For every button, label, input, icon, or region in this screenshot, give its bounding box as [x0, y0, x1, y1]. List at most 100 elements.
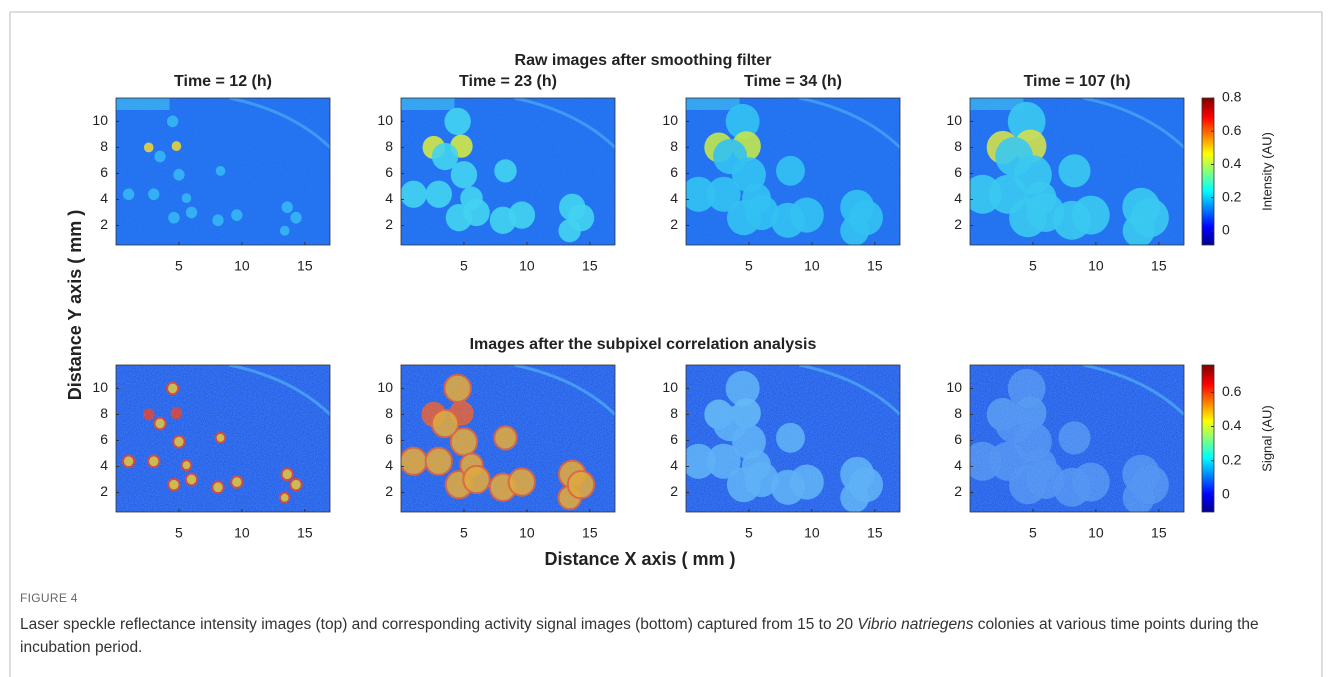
- y-tick-label: 4: [954, 190, 962, 206]
- y-tick-label: 2: [670, 216, 678, 232]
- x-tick-label: 15: [867, 258, 883, 274]
- y-tick-label: 6: [670, 164, 678, 180]
- axes-box: [685, 364, 901, 513]
- speckle-noise: [686, 98, 900, 245]
- x-tick-label: 5: [745, 525, 753, 541]
- y-tick-label: 6: [100, 164, 108, 180]
- speckle-noise: [116, 98, 330, 245]
- y-tick-label: 2: [385, 483, 393, 499]
- colorbar-tick-label: 0.4: [1222, 417, 1242, 433]
- y-tick-label: 8: [954, 138, 962, 154]
- x-tick-label: 5: [175, 258, 183, 274]
- heatmap: [686, 98, 900, 245]
- y-tick-label: 2: [100, 216, 108, 232]
- panel-title: Time = 34 (h): [744, 73, 842, 90]
- y-tick-label: 4: [385, 457, 393, 473]
- y-tick-label: 2: [670, 483, 678, 499]
- y-tick-label: 6: [385, 431, 393, 447]
- x-tick-label: 10: [519, 258, 535, 274]
- speckle-noise: [970, 365, 1184, 512]
- frame: [9, 11, 1323, 677]
- colorbar: [1201, 364, 1215, 513]
- colorbar-tick-label: 0: [1222, 486, 1230, 502]
- y-tick-label: 6: [385, 164, 393, 180]
- x-tick-label: 10: [1088, 258, 1104, 274]
- y-tick-label: 8: [100, 405, 108, 421]
- y-tick-label: 10: [377, 379, 393, 395]
- y-tick-label: 8: [385, 138, 393, 154]
- colorbar-tick-label: 0.8: [1222, 89, 1242, 105]
- x-tick-label: 15: [582, 525, 598, 541]
- caption-text: colonies at various time points during t…: [20, 616, 1259, 656]
- y-tick-label: 2: [954, 483, 962, 499]
- y-axis-label: Distance Y axis ( mm ): [65, 210, 85, 400]
- row-title: Images after the subpixel correlation an…: [470, 336, 817, 353]
- y-tick-label: 10: [662, 112, 678, 128]
- axes-box: [400, 97, 616, 246]
- x-tick-label: 5: [1029, 258, 1037, 274]
- y-tick-label: 2: [385, 216, 393, 232]
- colorbar-tick-label: 0.2: [1222, 451, 1242, 467]
- colorbar: [1201, 97, 1215, 246]
- y-tick-label: 8: [670, 405, 678, 421]
- x-tick-label: 10: [1088, 525, 1104, 541]
- speckle-noise: [970, 98, 1184, 245]
- axes-box: [969, 364, 1185, 513]
- row-title: Raw images after smoothing filter: [515, 52, 772, 69]
- heatmap: [116, 98, 330, 245]
- colorbar-tick-label: 0.2: [1222, 188, 1242, 204]
- x-tick-label: 5: [745, 258, 753, 274]
- speckle-noise: [401, 98, 615, 245]
- y-tick-label: 8: [954, 405, 962, 421]
- y-tick-label: 2: [954, 216, 962, 232]
- x-tick-label: 5: [1029, 525, 1037, 541]
- x-tick-label: 15: [297, 258, 313, 274]
- colorbar-label: Signal (AU): [1259, 405, 1274, 471]
- heatmap: [116, 365, 330, 512]
- heatmap: [686, 365, 900, 512]
- speckle-noise: [686, 365, 900, 512]
- y-tick-label: 6: [670, 431, 678, 447]
- axes-box: [115, 364, 331, 513]
- y-tick-label: 10: [377, 112, 393, 128]
- heatmap: [401, 365, 615, 512]
- y-tick-label: 4: [670, 457, 678, 473]
- y-tick-label: 6: [954, 164, 962, 180]
- caption: Laser speckle reflectance intensity imag…: [20, 613, 1310, 659]
- y-tick-label: 2: [100, 483, 108, 499]
- x-tick-label: 10: [234, 525, 250, 541]
- y-tick-label: 10: [946, 112, 962, 128]
- heatmap: [970, 98, 1184, 245]
- panel-title: Time = 107 (h): [1024, 73, 1131, 90]
- x-tick-label: 15: [867, 525, 883, 541]
- y-tick-label: 4: [100, 190, 108, 206]
- panel-title: Time = 12 (h): [174, 73, 272, 90]
- caption-species: Vibrio natriegens: [857, 616, 974, 633]
- y-tick-label: 8: [670, 138, 678, 154]
- y-tick-label: 10: [662, 379, 678, 395]
- y-tick-label: 10: [92, 379, 108, 395]
- y-tick-label: 8: [100, 138, 108, 154]
- panel-title: Time = 23 (h): [459, 73, 557, 90]
- x-tick-label: 5: [175, 525, 183, 541]
- caption-text: Laser speckle reflectance intensity imag…: [20, 616, 858, 633]
- axes-box: [685, 97, 901, 246]
- y-tick-label: 4: [670, 190, 678, 206]
- y-tick-label: 10: [946, 379, 962, 395]
- speckle-noise: [116, 365, 330, 512]
- x-tick-label: 15: [297, 525, 313, 541]
- x-tick-label: 10: [234, 258, 250, 274]
- colorbar-tick-label: 0.6: [1222, 383, 1242, 399]
- colorbar-tick-label: 0: [1222, 222, 1230, 238]
- x-tick-label: 10: [519, 525, 535, 541]
- y-tick-label: 4: [385, 190, 393, 206]
- colorbar-tick-label: 0.4: [1222, 155, 1242, 171]
- y-tick-label: 4: [954, 457, 962, 473]
- x-tick-label: 5: [460, 525, 468, 541]
- x-axis-label: Distance X axis ( mm ): [544, 549, 735, 569]
- x-tick-label: 5: [460, 258, 468, 274]
- speckle-noise: [401, 365, 615, 512]
- axes-box: [400, 364, 616, 513]
